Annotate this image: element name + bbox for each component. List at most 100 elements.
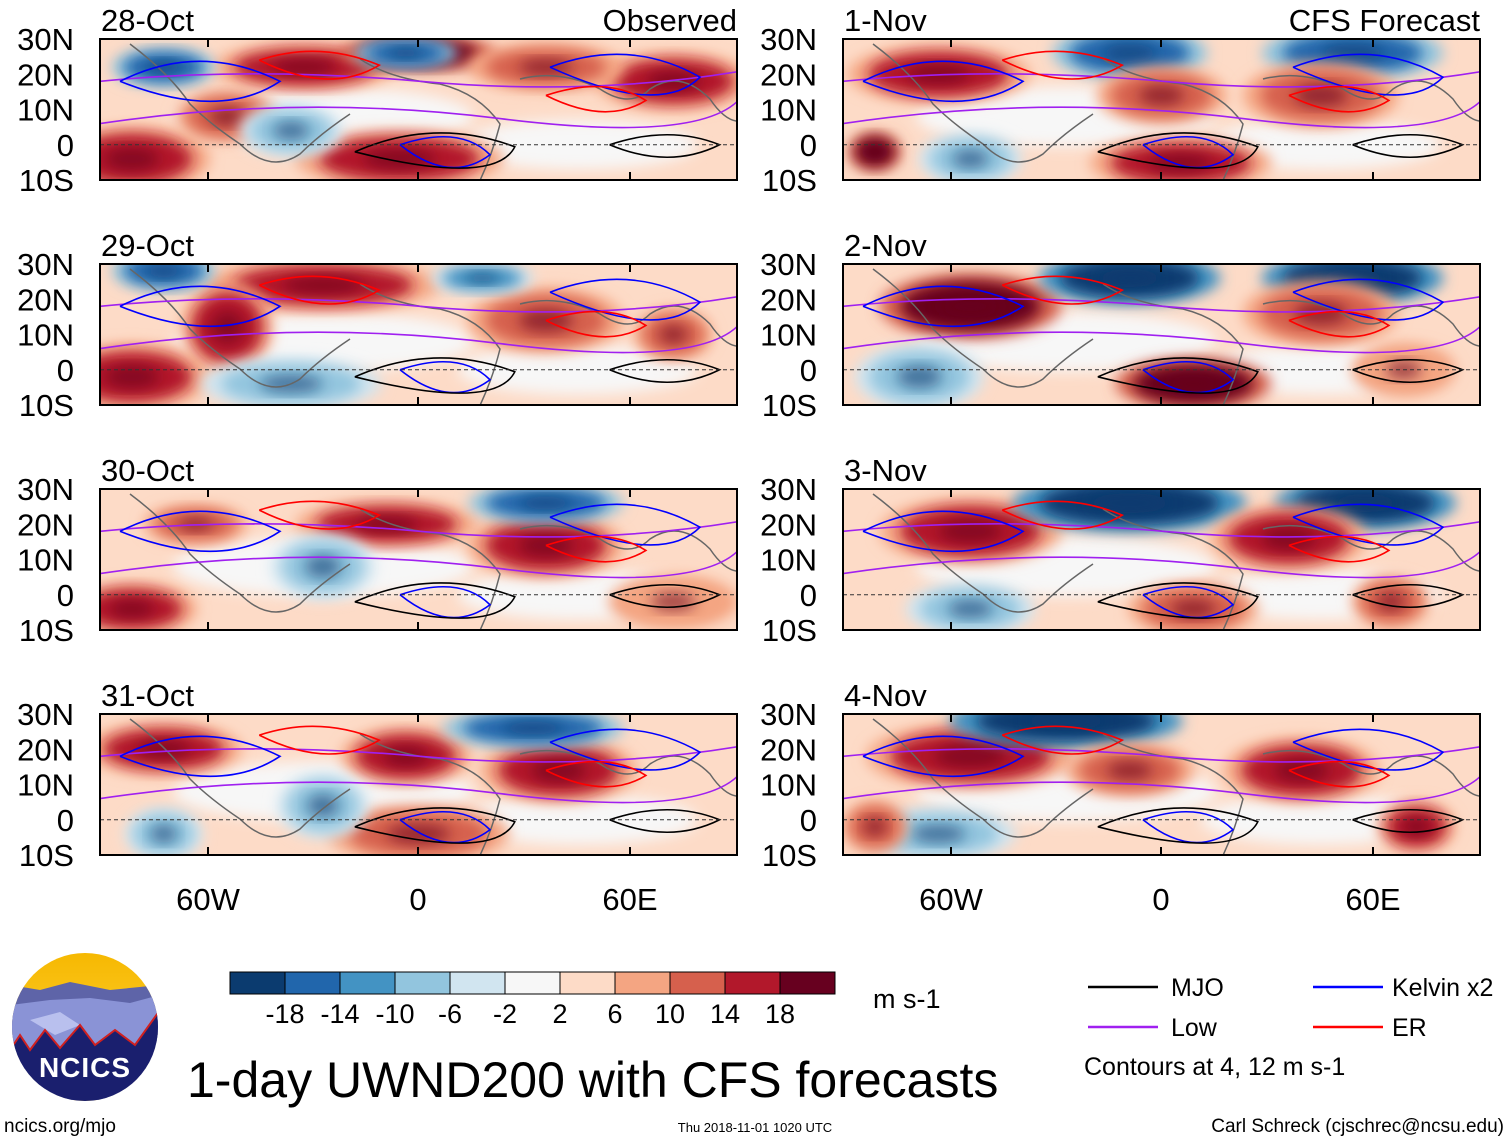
lat-tick-label: 10S: [19, 388, 74, 423]
legend-mjo-label: MJO: [1171, 974, 1224, 1002]
lat-tick-label: 20N: [17, 282, 74, 317]
lat-tick-label: 0: [57, 353, 74, 388]
coastline: [129, 268, 737, 405]
coastline: [129, 718, 737, 855]
low-contour: [100, 745, 737, 804]
panel-date: 28-Oct: [101, 3, 194, 38]
colorbar-label: -6: [438, 999, 462, 1029]
lat-tick-label: 30N: [760, 697, 817, 732]
lat-tick-label: 10N: [17, 93, 74, 128]
lat-tick-label: 10S: [19, 838, 74, 873]
lat-tick-label: 10N: [760, 93, 817, 128]
lat-tick-label: 10S: [762, 613, 817, 648]
panel-date: 4-Nov: [844, 678, 927, 713]
panel-date: 2-Nov: [844, 228, 927, 263]
colorbar-swatch: [449, 971, 506, 995]
coastline: [872, 43, 1480, 180]
coastline: [872, 718, 1480, 855]
wind-anomaly-field: [100, 39, 737, 180]
colorbar-swatch: [669, 971, 726, 995]
lat-tick-label: 20N: [17, 57, 74, 92]
wind-anomaly-field: [100, 264, 737, 405]
kelvin-contour: [862, 503, 1445, 619]
panel-date: 30-Oct: [101, 453, 194, 488]
colorbar-swatch: [284, 971, 341, 995]
wind-anomaly-field: [100, 714, 737, 855]
coastline: [129, 493, 737, 630]
lat-tick-label: 20N: [760, 282, 817, 317]
lat-tick-label: 10N: [760, 768, 817, 803]
lat-tick-label: 0: [57, 803, 74, 838]
figure-title: 1-day UWND200 with CFS forecasts: [187, 1052, 998, 1108]
colorbar-swatch: [339, 971, 396, 995]
kelvin-contour: [119, 728, 702, 844]
ncics-logo: NCICS: [12, 953, 158, 1101]
lat-tick-label: 0: [57, 578, 74, 613]
lat-tick-label: 20N: [17, 507, 74, 542]
lat-tick-label: 30N: [760, 472, 817, 507]
lat-tick-label: 10N: [760, 318, 817, 353]
footer-timestamp: Thu 2018-11-01 1020 UTC: [678, 1120, 832, 1135]
er-contour: [1001, 500, 1391, 563]
lat-tick-label: 20N: [760, 57, 817, 92]
panel-date: 1-Nov: [844, 3, 927, 38]
colorbar-label: 18: [765, 999, 795, 1029]
lat-tick-label: 0: [800, 803, 817, 838]
lat-tick-label: 0: [57, 128, 74, 163]
low-contour: [100, 520, 737, 579]
lat-tick-label: 20N: [17, 732, 74, 767]
colorbar-swatch: [614, 971, 671, 995]
legend-er-label: ER: [1392, 1014, 1427, 1042]
coastline: [872, 493, 1480, 630]
footer-url[interactable]: ncics.org/mjo: [4, 1116, 116, 1137]
kelvin-contour: [862, 53, 1445, 169]
legend-kelvin-label: Kelvin x2: [1392, 974, 1493, 1002]
lat-tick-label: 0: [800, 353, 817, 388]
lon-tick-label: 0: [409, 882, 426, 917]
low-contour: [843, 745, 1480, 804]
lat-tick-label: 10S: [19, 163, 74, 198]
lon-tick-label: 0: [1152, 882, 1169, 917]
lat-tick-label: 0: [800, 128, 817, 163]
colorbar-swatch: [504, 971, 561, 995]
er-contour: [258, 500, 648, 563]
lat-tick-label: 30N: [17, 472, 74, 507]
logo-text: NCICS: [39, 1052, 131, 1083]
kelvin-contour: [119, 503, 702, 619]
panel-date: 31-Oct: [101, 678, 194, 713]
kelvin-contour: [119, 53, 702, 169]
colorbar-swatch: [779, 971, 836, 995]
column-header-observed: Observed: [603, 3, 737, 38]
low-contour: [100, 295, 737, 354]
lat-tick-label: 30N: [17, 22, 74, 57]
colorbar-label: 10: [655, 999, 685, 1029]
low-contour: [843, 520, 1480, 579]
legend-low-label: Low: [1171, 1014, 1218, 1042]
lon-tick-label: 60W: [176, 882, 240, 917]
colorbar-swatch: [394, 971, 451, 995]
lat-tick-label: 20N: [760, 507, 817, 542]
coastline: [129, 43, 737, 180]
lat-tick-label: 10S: [762, 163, 817, 198]
coastline: [872, 268, 1480, 405]
lon-tick-label: 60E: [602, 882, 657, 917]
footer-credit: Carl Schreck (cjschrec@ncsu.edu): [1211, 1116, 1504, 1137]
lat-tick-label: 30N: [760, 22, 817, 57]
er-contour: [258, 725, 648, 788]
low-contour: [100, 70, 737, 129]
colorbar-units: m s-1: [873, 984, 941, 1014]
lon-tick-label: 60W: [919, 882, 983, 917]
wind-anomaly-field: [843, 264, 1480, 405]
lon-tick-label: 60E: [1345, 882, 1400, 917]
low-contour: [843, 70, 1480, 129]
colorbar-label: -14: [320, 999, 359, 1029]
lat-tick-label: 10S: [19, 613, 74, 648]
panel-date: 3-Nov: [844, 453, 927, 488]
